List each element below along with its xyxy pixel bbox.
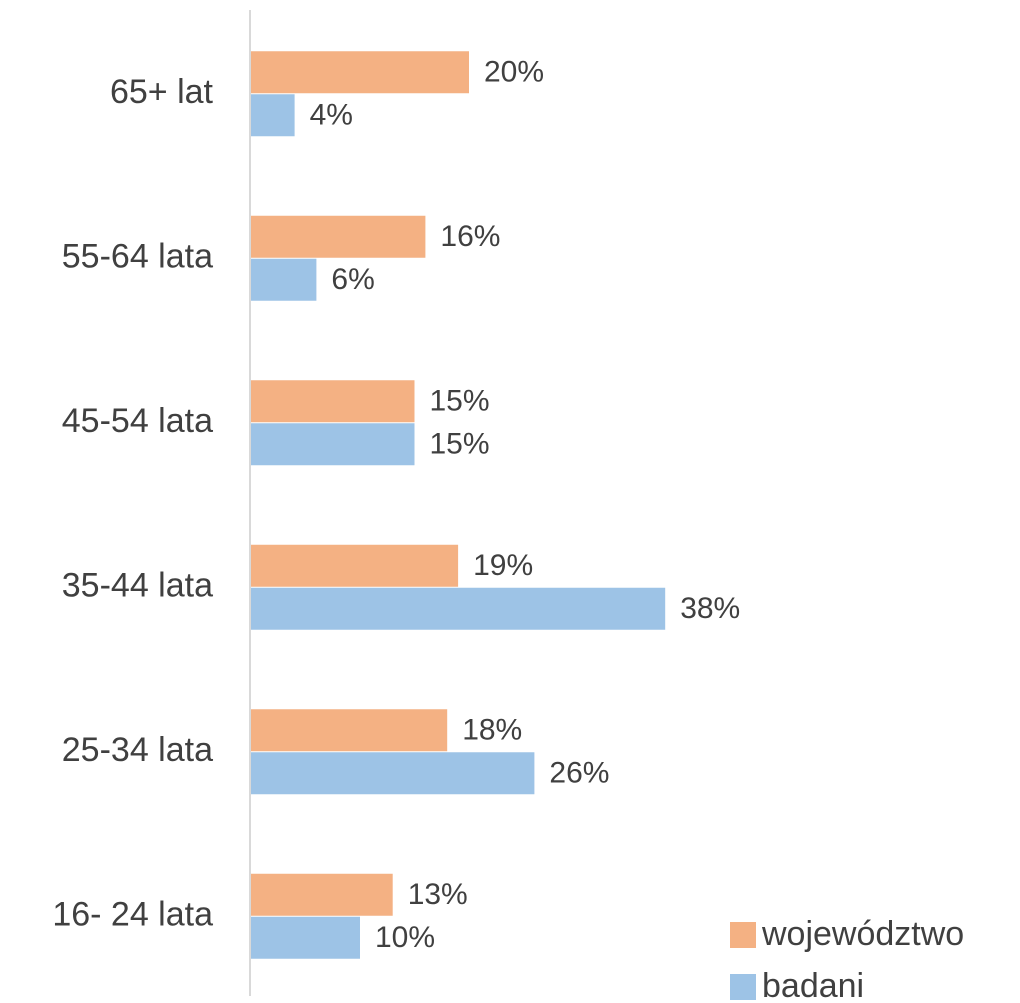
bar <box>251 544 459 587</box>
category-label: 35-44 lata <box>62 567 213 605</box>
bar <box>251 380 415 423</box>
bar <box>251 752 535 795</box>
bar <box>251 94 295 137</box>
category-label: 55-64 lata <box>62 238 213 276</box>
value-label: 6% <box>331 263 374 296</box>
value-label: 4% <box>310 99 353 132</box>
bar <box>251 215 426 258</box>
category-label: 16- 24 lata <box>52 896 213 934</box>
value-label: 15% <box>430 428 490 461</box>
value-label: 15% <box>430 385 490 418</box>
value-label: 13% <box>408 878 468 911</box>
bar <box>251 51 469 94</box>
legend-label: badani <box>762 967 864 1003</box>
bar <box>251 258 317 301</box>
bar <box>251 916 360 959</box>
bar <box>251 423 415 466</box>
value-label: 18% <box>462 714 522 747</box>
value-label: 26% <box>549 757 609 790</box>
value-label: 20% <box>484 56 544 89</box>
legend-label: województwo <box>761 915 964 953</box>
category-label: 65+ lat <box>110 73 214 111</box>
value-label: 19% <box>473 549 533 582</box>
category-label: 45-54 lata <box>62 402 213 440</box>
legend-swatch <box>730 922 756 948</box>
value-label: 16% <box>440 220 500 253</box>
bar <box>251 873 393 916</box>
category-label: 25-34 lata <box>62 731 213 769</box>
legend-swatch <box>730 974 756 1000</box>
value-label: 38% <box>680 592 740 625</box>
bar <box>251 709 448 752</box>
value-label: 10% <box>375 921 435 954</box>
bar <box>251 587 666 630</box>
